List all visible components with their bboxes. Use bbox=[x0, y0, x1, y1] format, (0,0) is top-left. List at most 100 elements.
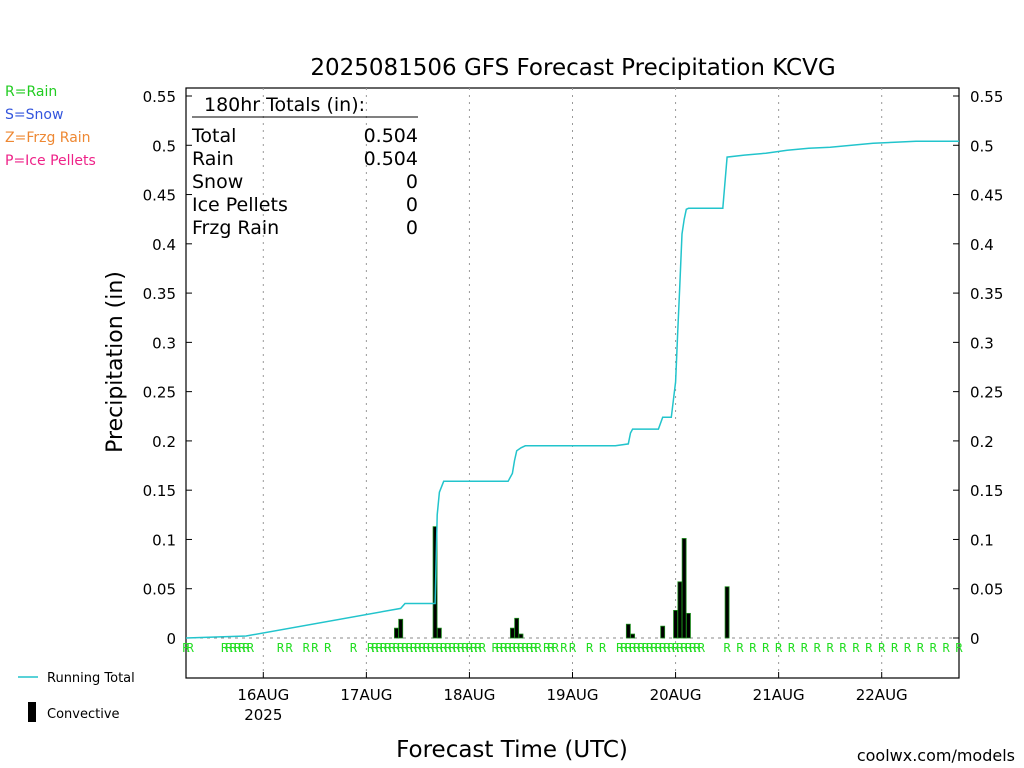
totals-row-value: 0.504 bbox=[364, 125, 418, 147]
rain-marker: R bbox=[496, 641, 504, 655]
x-axis-title: Forecast Time (UTC) bbox=[396, 737, 628, 763]
convective-bar bbox=[681, 538, 687, 639]
legend-convective: Convective bbox=[47, 707, 120, 722]
credit-label: coolwx.com/models bbox=[857, 746, 1015, 765]
rain-marker: R bbox=[530, 641, 538, 655]
rain-marker: R bbox=[389, 641, 397, 655]
y-axis-left: 0 0.05 0.1 0.15 0.2 0.25 0.3 0.35 0.4 0.45 0.5 0.55 bbox=[143, 88, 192, 648]
rain-marker: R bbox=[517, 641, 525, 655]
rain-marker: R bbox=[371, 641, 379, 655]
rain-marker: R bbox=[955, 641, 963, 655]
y-tick-label-right: 0.45 bbox=[970, 187, 1003, 205]
rain-marker: R bbox=[693, 641, 701, 655]
rain-marker: R bbox=[599, 641, 607, 655]
convective-bar bbox=[673, 610, 678, 639]
y-tick-label-right: 0.25 bbox=[970, 384, 1003, 402]
rain-marker: R bbox=[449, 641, 457, 655]
rain-marker: R bbox=[930, 641, 938, 655]
rain-marker: R bbox=[500, 641, 508, 655]
rain-marker: R bbox=[775, 641, 783, 655]
rain-marker: R bbox=[685, 641, 693, 655]
legend-bar-swatch bbox=[28, 702, 36, 722]
rain-marker: R bbox=[492, 641, 500, 655]
x-tick-label: 22AUG bbox=[856, 686, 908, 704]
rain-marker: R bbox=[801, 641, 809, 655]
rain-marker: R bbox=[414, 641, 422, 655]
rain-marker: R bbox=[247, 641, 255, 655]
totals-row-value: 0 bbox=[406, 171, 418, 193]
rain-marker: R bbox=[814, 641, 822, 655]
rain-marker: R bbox=[620, 641, 628, 655]
rain-marker: R bbox=[547, 641, 555, 655]
y-tick-label-right: 0.5 bbox=[970, 137, 994, 155]
y-tick-label-right: 0 bbox=[970, 630, 980, 648]
chart-title: 2025081506 GFS Forecast Precipitation KC… bbox=[310, 55, 835, 81]
convective-bar bbox=[660, 625, 666, 639]
x-tick-label: 16AUG bbox=[237, 686, 289, 704]
rain-marker: R bbox=[230, 641, 238, 655]
rain-marker: R bbox=[642, 641, 650, 655]
rain-marker: R bbox=[474, 641, 482, 655]
y-tick-label-right: 0.05 bbox=[970, 581, 1003, 599]
rain-marker: R bbox=[526, 641, 534, 655]
rain-marker: R bbox=[277, 641, 285, 655]
rain-marker: R bbox=[225, 641, 233, 655]
y-tick-label-left: 0.35 bbox=[143, 285, 176, 303]
rain-marker: R bbox=[479, 641, 487, 655]
totals-box: 180hr Totals (in): Total 0.504 Rain 0.504 Sn… bbox=[191, 94, 418, 239]
rain-marker: R bbox=[466, 641, 474, 655]
rain-marker: R bbox=[423, 641, 431, 655]
y-tick-label-left: 0.05 bbox=[143, 581, 176, 599]
running-total-line bbox=[185, 140, 959, 639]
rain-marker: R bbox=[243, 641, 251, 655]
rain-marker: R bbox=[659, 641, 667, 655]
rain-marker: R bbox=[367, 641, 375, 655]
convective-bar bbox=[394, 627, 399, 639]
rain-marker: R bbox=[668, 641, 676, 655]
rain-marker: R bbox=[406, 641, 414, 655]
y-tick-label-left: 0.55 bbox=[143, 88, 176, 106]
type-legend-item: R=Rain bbox=[5, 84, 57, 100]
rain-marker: R bbox=[440, 641, 448, 655]
series-legend: Running Total Convective bbox=[18, 671, 135, 722]
y-tick-label-right: 0.55 bbox=[970, 88, 1003, 106]
rain-marker: R bbox=[698, 641, 706, 655]
totals-row-label: Snow bbox=[192, 171, 243, 193]
totals-row-label: Frzg Rain bbox=[192, 217, 279, 239]
y-tick-label-left: 0.5 bbox=[152, 137, 176, 155]
rain-marker: R bbox=[444, 641, 452, 655]
rain-marker: R bbox=[410, 641, 418, 655]
rain-marker: R bbox=[324, 641, 332, 655]
totals-row-label: Rain bbox=[192, 148, 234, 170]
convective-bar bbox=[625, 623, 631, 639]
rain-marker: R bbox=[663, 641, 671, 655]
totals-row-label: Ice Pellets bbox=[192, 194, 288, 216]
rain-marker: R bbox=[569, 641, 577, 655]
x-tick-sublabel: 2025 bbox=[244, 706, 282, 724]
convective-bar bbox=[677, 581, 683, 639]
rain-marker: R bbox=[431, 641, 439, 655]
rain-marker: R bbox=[827, 641, 835, 655]
convective-bar bbox=[630, 633, 636, 639]
rain-marker: R bbox=[303, 641, 311, 655]
rain-marker: R bbox=[182, 641, 190, 655]
rain-marker: R bbox=[380, 641, 388, 655]
rain-marker: R bbox=[560, 641, 568, 655]
rain-marker: R bbox=[513, 641, 521, 655]
rain-marker: R bbox=[629, 641, 637, 655]
convective-bar bbox=[724, 586, 730, 639]
x-axis: 16AUG 2025 17AUG 18AUG 19AUG 20AUG 21AUG 22AUG bbox=[237, 672, 908, 724]
y-tick-label-right: 0.15 bbox=[970, 482, 1003, 500]
rain-marker: R bbox=[865, 641, 873, 655]
rain-marker: R bbox=[221, 641, 229, 655]
rain-marker: R bbox=[625, 641, 633, 655]
rain-marker: R bbox=[891, 641, 899, 655]
rain-marker: R bbox=[676, 641, 684, 655]
y-tick-label-right: 0.1 bbox=[970, 531, 994, 549]
x-tick-label: 20AUG bbox=[650, 686, 702, 704]
y-tick-label-right: 0.4 bbox=[970, 236, 994, 254]
rain-marker: R bbox=[393, 641, 401, 655]
y-axis-title: Precipitation (in) bbox=[103, 271, 128, 453]
